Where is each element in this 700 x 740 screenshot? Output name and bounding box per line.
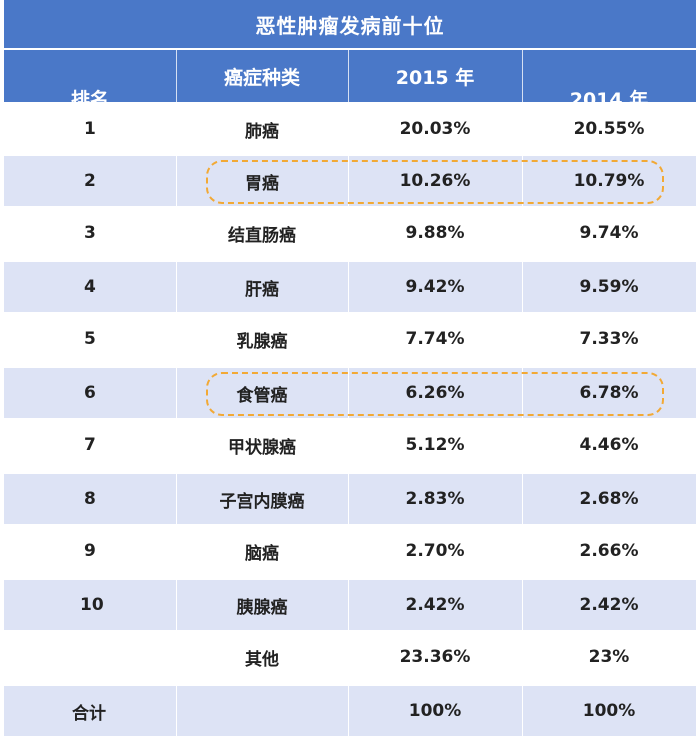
cancer-name-cell xyxy=(176,686,348,736)
table-row: 6 食管癌 6.26% 6.78% xyxy=(4,368,696,418)
header-2015: 2015 年 xyxy=(395,66,475,89)
value-2015-cell: 10.26% xyxy=(399,171,471,191)
value-2015-cell: 9.88% xyxy=(405,223,465,243)
cancer-name-cell: 乳腺癌 xyxy=(236,331,288,352)
rank-cell: 4 xyxy=(84,277,96,297)
header-cancer-type: 癌症种类 xyxy=(223,66,300,89)
rank-cell: 10 xyxy=(80,595,104,615)
value-2014-cell: 2.66% xyxy=(579,541,639,561)
cancer-name-cell: 肝癌 xyxy=(245,279,279,300)
cancer-name-cell: 结直肠癌 xyxy=(228,225,296,246)
rank-cell: 3 xyxy=(84,223,96,243)
value-2014-cell: 2.42% xyxy=(579,595,639,615)
value-2015-cell: 9.42% xyxy=(405,277,465,297)
value-2014-cell: 9.59% xyxy=(579,277,639,297)
header-2014: 2014 年 xyxy=(569,89,649,102)
value-2014-cell: 9.74% xyxy=(579,223,639,243)
value-2015-cell: 100% xyxy=(408,701,462,721)
value-2014-cell: 23% xyxy=(588,647,630,667)
value-2015-cell: 2.70% xyxy=(405,541,465,561)
cancer-name-cell: 胰腺癌 xyxy=(236,597,288,618)
value-2015-cell: 20.03% xyxy=(399,119,471,139)
table-row: 9 脑癌 2.70% 2.66% xyxy=(4,526,696,576)
cancer-name-cell: 甲状腺癌 xyxy=(228,437,296,458)
value-2014-cell: 7.33% xyxy=(579,329,639,349)
value-2014-cell: 100% xyxy=(582,701,636,721)
value-2014-cell: 10.79% xyxy=(573,171,645,191)
cancer-name-cell: 胃癌 xyxy=(245,173,279,194)
table-row: 5 乳腺癌 7.74% 7.33% xyxy=(4,314,696,364)
rank-cell: 9 xyxy=(84,541,96,561)
table-row: 8 子宫内膜癌 2.83% 2.68% xyxy=(4,474,696,524)
rank-cell: 1 xyxy=(84,119,96,139)
value-2015-cell: 7.74% xyxy=(405,329,465,349)
header-rank: 排名 xyxy=(70,89,109,102)
value-2014-cell: 20.55% xyxy=(573,119,645,139)
table-header-row: 排名 癌症种类 2015 年 2014 年 xyxy=(4,50,696,102)
value-2015-cell: 23.36% xyxy=(399,647,471,667)
table-row: 2 胃癌 10.26% 10.79% xyxy=(4,156,696,206)
table-row-other: 其他 23.36% 23% xyxy=(4,632,696,682)
total-label-cell: 合计 xyxy=(72,703,106,724)
table-row: 1 肺癌 20.03% 20.55% xyxy=(4,104,696,154)
value-2015-cell: 5.12% xyxy=(405,435,465,455)
table-row: 4 肝癌 9.42% 9.59% xyxy=(4,262,696,312)
cancer-name-cell: 肺癌 xyxy=(245,121,279,142)
table-title: 恶性肿瘤发病前十位 xyxy=(4,0,696,48)
table-row-total: 合计 100% 100% xyxy=(4,686,696,736)
value-2014-cell: 2.68% xyxy=(579,489,639,509)
value-2015-cell: 6.26% xyxy=(405,383,465,403)
table-row: 3 结直肠癌 9.88% 9.74% xyxy=(4,208,696,258)
rank-cell: 5 xyxy=(84,329,96,349)
rank-cell: 8 xyxy=(84,489,96,509)
rank-cell xyxy=(4,632,176,682)
cancer-name-cell: 子宫内膜癌 xyxy=(219,491,305,512)
table-row: 7 甲状腺癌 5.12% 4.46% xyxy=(4,420,696,470)
cancer-name-cell: 其他 xyxy=(245,649,279,670)
value-2015-cell: 2.83% xyxy=(405,489,465,509)
cancer-name-cell: 脑癌 xyxy=(245,543,279,564)
table-row: 10 胰腺癌 2.42% 2.42% xyxy=(4,580,696,630)
rank-cell: 2 xyxy=(84,171,96,191)
cancer-name-cell: 食管癌 xyxy=(236,385,288,406)
rank-cell: 7 xyxy=(84,435,96,455)
value-2014-cell: 4.46% xyxy=(579,435,639,455)
value-2014-cell: 6.78% xyxy=(579,383,639,403)
rank-cell: 6 xyxy=(84,383,96,403)
value-2015-cell: 2.42% xyxy=(405,595,465,615)
